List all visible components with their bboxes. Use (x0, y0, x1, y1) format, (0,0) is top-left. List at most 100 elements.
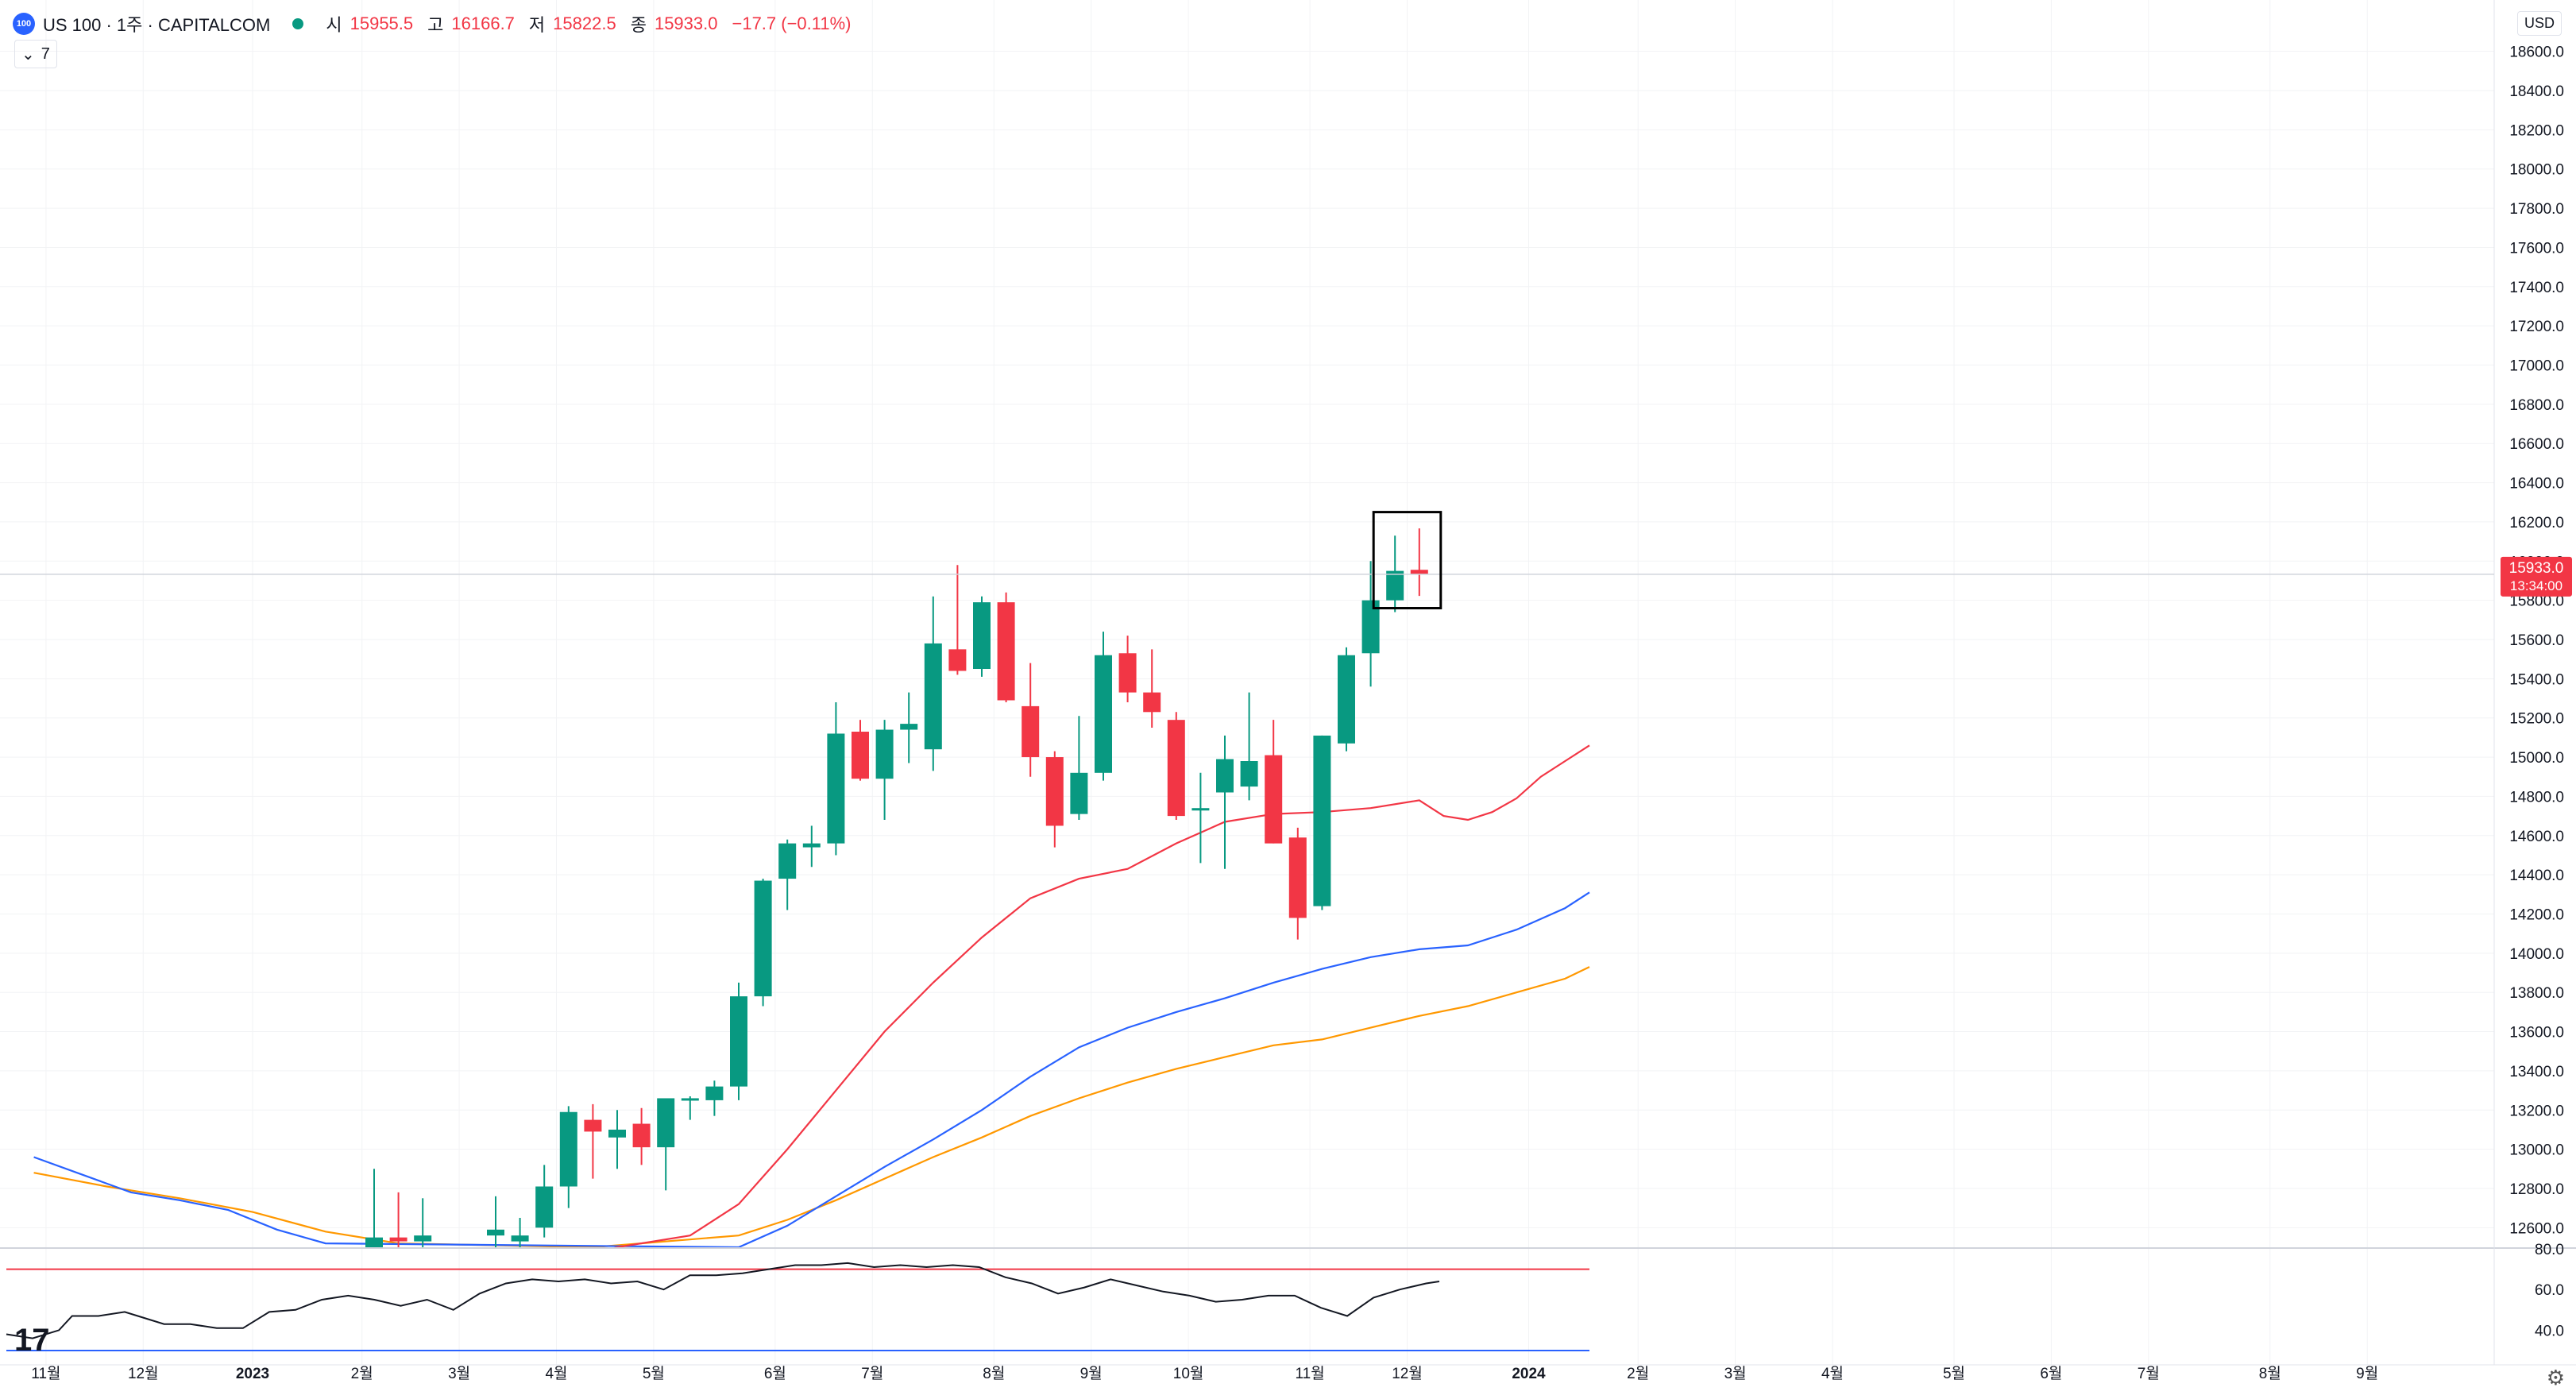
candle-body (827, 733, 845, 844)
highlight-box (1372, 511, 1442, 610)
x-tick-label: 9월 (1080, 1365, 1103, 1382)
y-tick-label: 18000.0 (2509, 162, 2564, 179)
market-status-icon (292, 18, 304, 29)
y-tick-label: 15000.0 (2509, 750, 2564, 767)
candle-body (852, 731, 869, 779)
x-tick-label: 2023 (236, 1366, 269, 1382)
y-tick-label: 17600.0 (2509, 240, 2564, 257)
candle-body (1361, 600, 1380, 654)
candle-body (608, 1129, 626, 1138)
candle-body (1070, 772, 1088, 814)
candle-body (997, 602, 1015, 701)
y-tick-label: 16200.0 (2509, 515, 2564, 531)
change-value: −17.7 (−0.11%) (732, 14, 852, 33)
x-tick-label: 11월 (31, 1365, 60, 1382)
x-tick-label: 2024 (1512, 1366, 1546, 1382)
currency-selector[interactable]: USD (2516, 11, 2562, 36)
y-tick-label: 13000.0 (2509, 1142, 2564, 1159)
y-tick-label: 14400.0 (2509, 868, 2564, 884)
candle-body (705, 1086, 724, 1100)
candle-body (1265, 755, 1283, 844)
ema-fast-line (613, 744, 1590, 1247)
y-tick-label: 14000.0 (2509, 946, 2564, 963)
y-tick-label: 14800.0 (2509, 789, 2564, 806)
candle-body (900, 724, 918, 730)
y-tick-label: 12800.0 (2509, 1181, 2564, 1198)
low-value: 15822.5 (553, 14, 616, 33)
y-tick-label: 17800.0 (2509, 201, 2564, 218)
x-tick-label: 7월 (861, 1365, 883, 1382)
candle-body (1240, 761, 1258, 787)
candle-body (681, 1098, 699, 1101)
candle-body (1118, 653, 1137, 693)
x-tick-label: 9월 (2356, 1365, 2378, 1382)
indicator-toggle[interactable]: ⌄ 7 (14, 40, 57, 68)
candle-body (973, 602, 991, 670)
candle-body (1143, 692, 1161, 713)
candle-body (1045, 757, 1064, 826)
y-tick-label: 13800.0 (2509, 985, 2564, 1002)
y-tick-label: 15200.0 (2509, 711, 2564, 728)
x-tick-label: 8월 (983, 1365, 1005, 1382)
tradingview-logo-icon: 17 (14, 1323, 50, 1358)
x-tick-label: 2월 (1627, 1365, 1649, 1382)
y-tick-label: 17200.0 (2509, 319, 2564, 335)
open-label: 시 (326, 15, 342, 35)
price-tag (2501, 556, 2572, 597)
y-tick-label: 17400.0 (2509, 280, 2564, 296)
y-tick-label: 18400.0 (2509, 83, 2564, 100)
x-tick-label: 11월 (1295, 1365, 1324, 1382)
ema-slow-line (33, 966, 1590, 1247)
high-value: 16166.7 (451, 14, 515, 33)
candle-body (1338, 655, 1355, 744)
y-tick-label: 17000.0 (2509, 358, 2564, 375)
y-tick-label: 13200.0 (2509, 1103, 2564, 1119)
candle-body (365, 1237, 383, 1247)
candle-body (1410, 570, 1428, 574)
x-tick-label: 3월 (448, 1365, 470, 1382)
candle-body (414, 1235, 432, 1242)
candle-body (778, 843, 797, 879)
candle-body (487, 1229, 504, 1236)
y-tick-label: 12600.0 (2509, 1220, 2564, 1237)
y-tick-label: 14600.0 (2509, 829, 2564, 845)
candle-body (1288, 837, 1307, 918)
y-tick-label: 15800.0 (2509, 593, 2564, 610)
candle-body (559, 1111, 577, 1187)
x-tick-label: 10월 (1173, 1365, 1204, 1382)
candle-body (924, 643, 942, 750)
candle-body (1095, 655, 1112, 773)
x-tick-label: 7월 (2138, 1365, 2160, 1382)
candle-body (754, 880, 772, 997)
open-value: 15955.5 (350, 14, 414, 33)
y-tick-label: 16400.0 (2509, 476, 2564, 493)
candle-body (389, 1237, 407, 1242)
symbol-title[interactable]: US 100 · 1주 · CAPITALCOM (43, 15, 271, 35)
indicator-count: 7 (41, 44, 50, 63)
y-tick-label: 15600.0 (2509, 632, 2564, 649)
x-tick-label: 5월 (643, 1365, 665, 1382)
y-tick-label: 14200.0 (2509, 906, 2564, 923)
candle-body (948, 649, 967, 671)
rsi-tick-label: 80.0 (2535, 1242, 2564, 1258)
rsi-tick-label: 60.0 (2535, 1282, 2564, 1299)
candle-body (1022, 705, 1040, 758)
x-tick-label: 2월 (351, 1365, 373, 1382)
symbol-logo-icon: 100 (13, 13, 35, 35)
x-tick-label: 6월 (764, 1365, 786, 1382)
x-tick-label: 3월 (1724, 1365, 1747, 1382)
price-pane (33, 528, 1590, 1247)
low-label: 저 (528, 15, 546, 35)
gear-icon[interactable]: ⚙ (2546, 1366, 2565, 1389)
price-tag-value: 15933.0 (2509, 560, 2564, 577)
rsi-tick-label: 40.0 (2535, 1323, 2564, 1339)
candle-body (535, 1186, 554, 1228)
high-label: 고 (427, 15, 444, 35)
candle-body (1167, 720, 1185, 817)
y-tick-label: 13400.0 (2509, 1064, 2564, 1080)
close-label: 종 (630, 15, 647, 35)
candle-body (730, 996, 747, 1087)
